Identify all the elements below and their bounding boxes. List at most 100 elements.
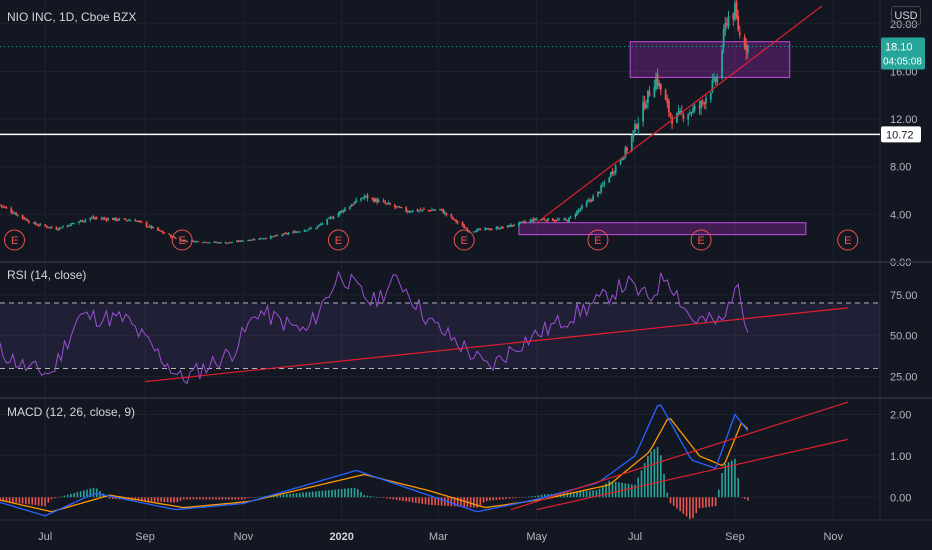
candle-body [687, 114, 690, 120]
candle-body [688, 112, 691, 114]
macd-label[interactable]: MACD (12, 26, close, 9) [7, 405, 136, 419]
candle-body [603, 182, 606, 184]
candle-body [450, 214, 453, 217]
macd-hist-bar [79, 491, 82, 498]
macd-hist-bar [727, 462, 730, 498]
candle-body [329, 217, 332, 219]
candle-body [522, 221, 525, 223]
candle-body [724, 23, 727, 32]
macd-hist-bar [192, 497, 195, 500]
candle-body [366, 194, 369, 199]
candle-body [485, 228, 488, 230]
candle-body [258, 238, 261, 241]
candle-body [95, 217, 98, 219]
candle-body [2, 206, 5, 208]
candle-body [440, 208, 443, 210]
candle-body [656, 74, 659, 86]
candle-body [36, 224, 38, 226]
candle-body [115, 217, 117, 221]
macd-hist-bar [211, 497, 214, 500]
macd-hist-bar [340, 488, 343, 498]
candle-body [353, 202, 356, 205]
macd-hist-bar [534, 495, 536, 498]
macd-hist-bar [453, 497, 456, 507]
candle-body [111, 218, 114, 221]
macd-hist-bar [228, 497, 230, 500]
candle-body [295, 231, 298, 233]
macd-hist-bar [718, 489, 720, 498]
candle-body [173, 236, 175, 238]
candle-body [497, 227, 499, 229]
candle-body [453, 219, 456, 221]
candle-body [530, 220, 533, 222]
macd-hist-bar [543, 494, 546, 498]
currency-button[interactable]: USD [891, 6, 921, 25]
earnings-marker-label: E [11, 235, 18, 247]
candle-body [118, 218, 121, 221]
candle-body [609, 172, 612, 177]
candle-body [361, 197, 364, 199]
candle-body [147, 226, 150, 228]
candle-body [327, 217, 330, 219]
candle-body [21, 214, 24, 219]
candle-body [535, 219, 538, 221]
candle-body [308, 228, 311, 230]
candle-body [5, 207, 8, 209]
last-price-tag [881, 37, 925, 70]
candle-body [342, 210, 345, 212]
candle-body [148, 225, 151, 227]
candle-body [513, 225, 516, 227]
macd-line [0, 404, 749, 517]
macd-hist-bar [137, 497, 140, 501]
macd-hist-bar [624, 483, 627, 498]
candle-body [282, 233, 285, 236]
candle-body [439, 209, 441, 211]
macd-hist-bar [502, 497, 504, 500]
candle-body [601, 184, 604, 186]
macd-hist-bar [208, 497, 211, 500]
candle-body [698, 106, 701, 108]
macd-hist-bar [260, 496, 262, 498]
candle-body [397, 206, 399, 208]
candle-body [332, 217, 335, 219]
symbol-title[interactable]: NIO INC, 1D, Cboe BZX [7, 10, 137, 24]
candle-body [208, 242, 211, 244]
candle-body [590, 199, 593, 201]
candle-body [237, 240, 240, 242]
y-tick-label: 12.00 [890, 114, 918, 126]
macd-hist-bar [650, 451, 652, 498]
macd-hist-bar [321, 490, 324, 498]
macd-hist-bar [685, 497, 688, 517]
macd-hist-bar [344, 488, 346, 498]
rsi-trendline [144, 307, 848, 383]
candle-body [489, 229, 491, 231]
macd-hist-bar [714, 497, 717, 507]
macd-hist-bar [627, 483, 630, 498]
candle-body [269, 236, 272, 239]
candle-body [634, 123, 636, 132]
candle-body [521, 221, 524, 223]
candle-body [632, 130, 635, 137]
macd-hist-bar [279, 494, 282, 498]
macd-hist-bar [653, 449, 656, 498]
macd-hist-bar [50, 497, 53, 500]
candle-body [727, 16, 730, 27]
candle-body [624, 147, 627, 158]
candle-body [614, 165, 617, 173]
candle-body [161, 231, 164, 233]
macd-hist-bar [598, 488, 601, 498]
macd-hist-bar [337, 489, 340, 498]
macd-hist-bar [134, 497, 137, 501]
candle-body [0, 204, 1, 206]
candle-body [385, 203, 388, 205]
macd-hist-bar [350, 488, 353, 498]
rsi-label[interactable]: RSI (14, close) [7, 268, 87, 282]
candle-body [364, 195, 367, 197]
macd-hist-bar [505, 497, 507, 499]
price-zone [518, 222, 807, 236]
candle-body [664, 90, 667, 100]
candle-body [598, 191, 601, 193]
candle-body [398, 206, 401, 208]
candle-body [701, 101, 704, 103]
